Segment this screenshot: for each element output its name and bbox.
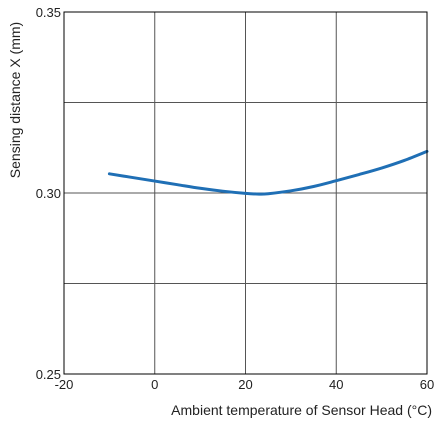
x-tick-label-3: 40 — [329, 377, 343, 392]
y-tick-labels: 0.25 0.30 0.35 — [36, 5, 61, 382]
y-tick-label-2: 0.30 — [36, 186, 61, 201]
x-tick-labels: -20 0 20 40 60 — [55, 377, 435, 392]
series-line-0 — [107, 149, 429, 196]
x-tick-label-4: 60 — [420, 377, 434, 392]
plot-frame — [63, 11, 428, 375]
x-tick-label-0: -20 — [55, 377, 74, 392]
x-axis-label: Ambient temperature of Sensor Head (°C) — [171, 402, 432, 418]
y-tick-label-0: 0.25 — [36, 367, 61, 382]
series-layer — [107, 149, 429, 196]
y-tick-label-4: 0.35 — [36, 5, 61, 20]
y-axis-label: Sensing distance X (mm) — [7, 22, 23, 178]
x-tick-label-1: 0 — [151, 377, 158, 392]
x-tick-label-2: 20 — [238, 377, 252, 392]
